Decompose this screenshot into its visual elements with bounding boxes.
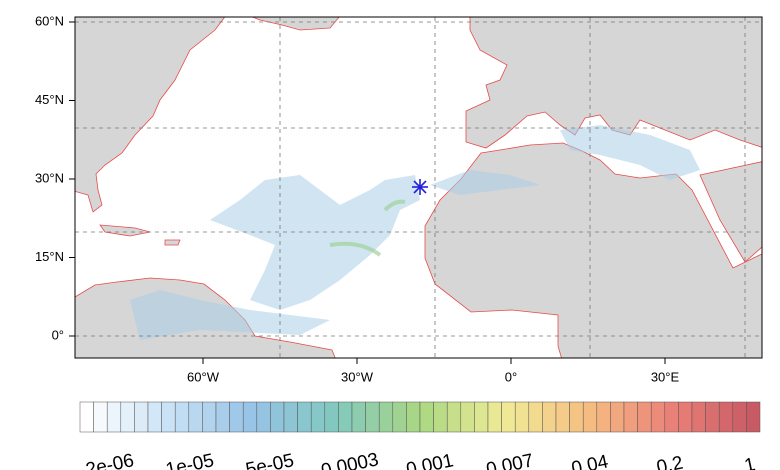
plume — [210, 175, 420, 310]
colorbar-swatch — [188, 401, 203, 433]
colorbar-swatch — [297, 401, 312, 433]
lat-label: 30°N — [35, 170, 64, 185]
arabia — [699, 161, 762, 263]
plume-core — [383, 199, 406, 212]
colorbar-swatch — [474, 401, 489, 433]
colorbar-label: 2e-06 — [84, 450, 136, 470]
lat-label: 15°N — [35, 249, 64, 264]
colorbar-swatch — [93, 401, 108, 433]
colorbar-label: 5e-05 — [244, 450, 296, 470]
colorbar-swatch — [351, 401, 366, 433]
colorbar-swatch — [229, 401, 244, 433]
plume-core — [329, 241, 382, 257]
map-frame — [74, 16, 763, 359]
colorbar-swatch — [338, 401, 353, 433]
colorbar-swatch — [678, 401, 693, 433]
colorbar-swatch — [637, 401, 652, 433]
colorbar-swatch — [446, 401, 462, 433]
colorbar-swatch — [406, 401, 421, 433]
colorbar-swatch — [732, 401, 747, 433]
lat-label: 0° — [52, 327, 64, 342]
colorbar-swatch — [378, 401, 394, 433]
colorbar-swatch — [610, 401, 625, 433]
colorbar-swatch — [242, 401, 258, 433]
colorbar-swatch — [501, 401, 516, 433]
colorbar-swatch — [664, 401, 679, 433]
lon-label: 30°E — [651, 369, 680, 384]
lon-label: 30°W — [341, 369, 374, 384]
europe — [465, 17, 762, 149]
colorbar-label: 1 — [743, 454, 758, 470]
colorbar-swatch — [392, 401, 407, 433]
colorbar-label: 0.2 — [655, 453, 685, 470]
colorbar-swatch — [365, 401, 380, 433]
north-america — [75, 17, 226, 213]
colorbar-swatch — [310, 401, 326, 433]
colorbar-swatch — [283, 401, 298, 433]
colorbar-swatch — [215, 401, 230, 433]
colorbar-swatch — [596, 401, 611, 433]
colorbar-swatch — [256, 401, 271, 433]
colorbar-label: 1e-05 — [164, 450, 216, 470]
lat-label: 60°N — [35, 13, 64, 28]
colorbar-swatch — [705, 401, 720, 433]
colorbar-swatch — [460, 401, 475, 433]
colorbar-swatch — [433, 401, 448, 433]
source-marker — [412, 179, 428, 195]
lon-label: 0° — [505, 369, 517, 384]
colorbar-swatch — [324, 401, 339, 433]
colorbar-swatch — [106, 401, 122, 433]
caribbean — [99, 224, 181, 246]
colorbar-label: 0.04 — [570, 451, 611, 470]
greenland — [251, 17, 340, 31]
colorbar-label: 0.001 — [404, 450, 455, 470]
colorbar-swatch — [514, 401, 530, 433]
map-area — [75, 17, 762, 358]
colorbar-swatch — [555, 401, 570, 433]
colorbar-swatch — [542, 401, 557, 433]
colorbar-swatch — [569, 401, 584, 433]
colorbar-swatch — [270, 401, 285, 433]
colorbar-swatch — [623, 401, 638, 433]
lon-label: 60°W — [187, 369, 220, 384]
plume — [560, 125, 700, 180]
colorbar-swatch — [718, 401, 734, 433]
colorbar-swatch — [161, 401, 176, 433]
colorbar-swatch — [691, 401, 706, 433]
colorbar-swatch — [746, 401, 761, 433]
colorbar-swatch — [174, 401, 190, 433]
plume — [130, 290, 330, 340]
colorbar-swatch — [487, 401, 502, 433]
colorbar-label: 0.0003 — [319, 449, 380, 470]
grid-lines — [75, 17, 762, 358]
colorbar-swatch — [528, 401, 543, 433]
colorbar-swatch — [202, 401, 217, 433]
colorbar-swatch — [419, 401, 434, 433]
colorbar-label: 0.007 — [484, 450, 535, 470]
colorbar-swatch — [79, 401, 94, 433]
plume — [430, 170, 540, 195]
colorbar-swatch — [582, 401, 598, 433]
colorbar-swatch — [147, 401, 162, 433]
colorbar: 2e-06 1e-05 5e-05 0.0003 0.001 0.007 0.04 0.2 1 — [79, 401, 761, 470]
colorbar-swatch — [134, 401, 149, 433]
colorbar-swatch — [650, 401, 666, 433]
colorbar-swatch — [120, 401, 135, 433]
lat-label: 45°N — [35, 92, 64, 107]
